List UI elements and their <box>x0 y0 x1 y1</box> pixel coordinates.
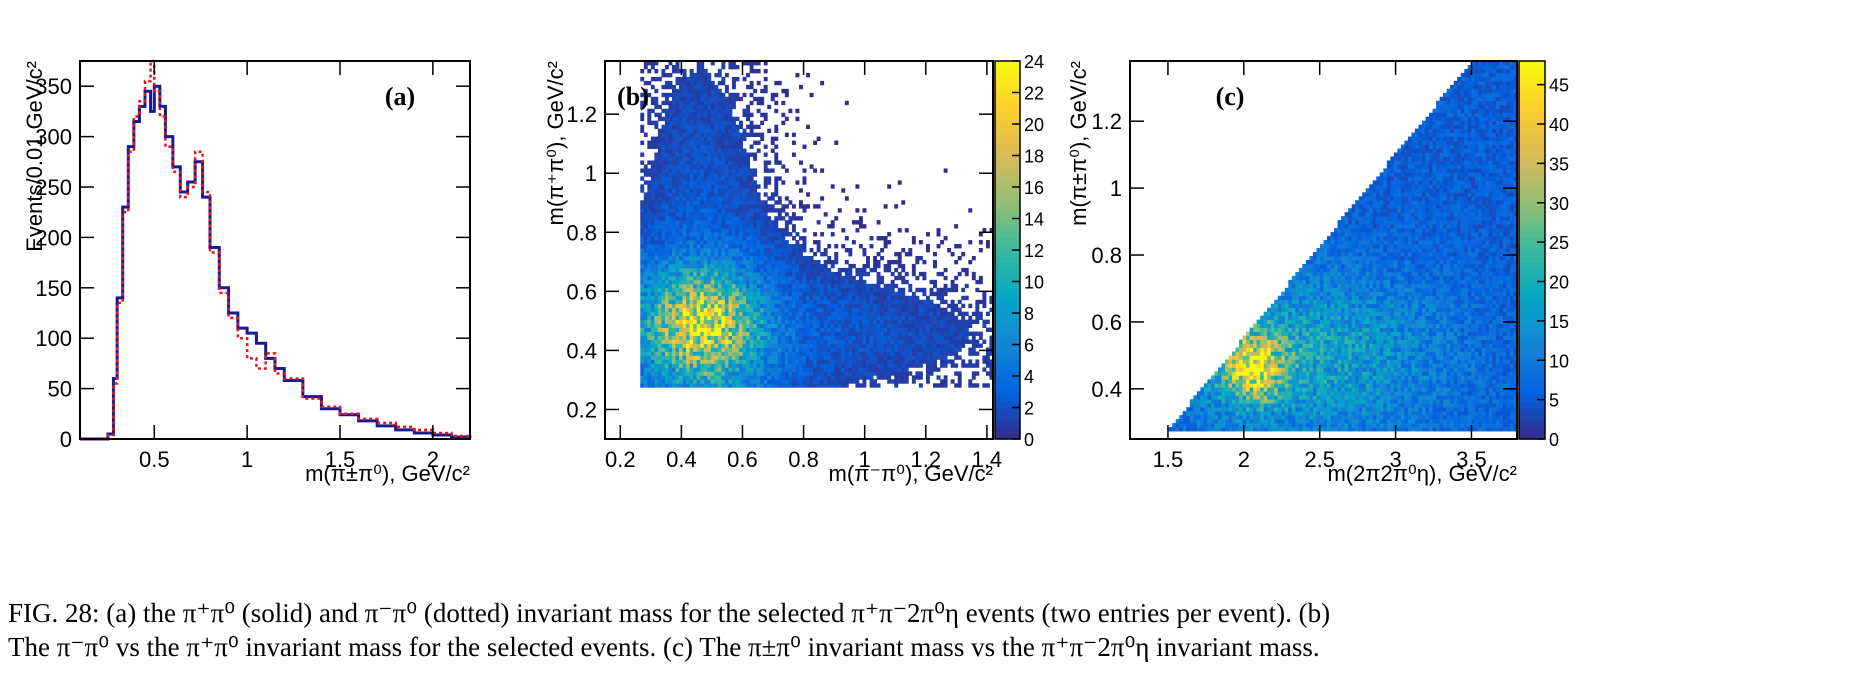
colorbar-tick-label: 15 <box>1549 312 1569 332</box>
colorbar-tick-label: 14 <box>1024 210 1044 230</box>
colorbar-tick-label: 8 <box>1024 304 1034 324</box>
colorbar-tick-label: 16 <box>1024 178 1044 198</box>
heatmap-cells <box>1168 61 1518 432</box>
y-tick-label: 100 <box>35 326 72 351</box>
x-axis-label: m(π±π⁰), GeV/c² <box>305 461 470 486</box>
y-axis-label: Events/0.01 GeV/c² <box>22 61 47 252</box>
x-tick-label: 1.5 <box>1153 447 1184 472</box>
y-tick-label: 0.4 <box>1091 377 1122 402</box>
y-tick-label: 0.8 <box>1091 243 1122 268</box>
solid-series-line <box>80 84 472 441</box>
plot-frame <box>79 60 471 440</box>
colorbar <box>995 61 1020 440</box>
plot-frame <box>604 60 994 440</box>
y-tick-label: 0.8 <box>566 220 597 245</box>
colorbar-tick-label: 12 <box>1024 241 1044 261</box>
panel-c: 1.5 2 2.5 3 3.5 0.4 0.6 0.8 1 1.2 0 5 10 15 20 25 30 35 40… <box>1066 60 1569 486</box>
x-axis-label: m(π⁻π⁰), GeV/c² <box>829 461 993 486</box>
y-tick-label: 300 <box>35 125 72 150</box>
x-tick-label: 0.5 <box>139 447 170 472</box>
colorbar-tick-label: 5 <box>1549 391 1559 411</box>
colorbar-frame <box>1518 60 1546 440</box>
x-tick-label: 0.8 <box>788 447 819 472</box>
x-tick-label: 1.5 <box>325 447 356 472</box>
figure-caption: FIG. 28: (a) the π⁺π⁰ (solid) and π⁻π⁰ (… <box>8 596 1858 664</box>
colorbar-tick-label: 10 <box>1024 273 1044 293</box>
caption-line-2: The π⁻π⁰ vs the π⁺π⁰ invariant mass for … <box>8 632 1320 662</box>
x-tick-label: 1.2 <box>910 447 941 472</box>
colorbar-tick-label: 18 <box>1024 147 1044 167</box>
colorbar-tick-label: 22 <box>1024 84 1044 104</box>
y-tick-label: 1 <box>1110 176 1122 201</box>
y-tick-label: 0.4 <box>566 338 597 363</box>
x-tick-label: 1 <box>241 447 253 472</box>
colorbar-tick-label: 10 <box>1549 351 1569 371</box>
x-tick-label: 0.2 <box>605 447 636 472</box>
x-tick-label: 3.5 <box>1456 447 1487 472</box>
x-tick-label: 0.6 <box>727 447 758 472</box>
y-tick-label: 200 <box>35 225 72 250</box>
heatmap-cells <box>640 61 994 388</box>
plot-frame <box>1129 60 1518 440</box>
colorbar <box>1519 61 1545 440</box>
colorbar-tick-label: 40 <box>1549 115 1569 135</box>
y-tick-label: 0.2 <box>566 397 597 422</box>
x-tick-label: 2 <box>1238 447 1250 472</box>
panel-b: 0.2 0.4 0.6 0.8 1 1.2 1.40.20.40.60.811.202468… <box>543 52 1044 486</box>
colorbar-tick-label: 30 <box>1549 194 1569 214</box>
dotted-series-line <box>80 59 472 441</box>
x-tick-label: 1 <box>859 447 871 472</box>
x-axis-label: m(2π2π⁰η), GeV/c² <box>1327 461 1517 486</box>
y-tick-label: 1.2 <box>1091 109 1122 134</box>
x-tick-label: 2.5 <box>1304 447 1335 472</box>
y-tick-label: 150 <box>35 276 72 301</box>
y-tick-label: 1 <box>585 161 597 186</box>
y-tick-label: 350 <box>35 74 72 99</box>
x-tick-label: 3 <box>1389 447 1401 472</box>
y-tick-label: 250 <box>35 175 72 200</box>
colorbar-tick-label: 6 <box>1024 336 1034 356</box>
y-tick-label: 0.6 <box>566 279 597 304</box>
colorbar-tick-label: 4 <box>1024 367 1034 387</box>
colorbar-tick-label: 20 <box>1549 273 1569 293</box>
x-tick-label: 0.4 <box>666 447 697 472</box>
y-tick-label: 0 <box>60 427 72 452</box>
colorbar-tick-label: 0 <box>1024 430 1034 450</box>
colorbar-tick-label: 2 <box>1024 399 1034 419</box>
colorbar-tick-label: 20 <box>1024 115 1044 135</box>
colorbar-tick-label: 35 <box>1549 154 1569 174</box>
panel-label: (a) <box>385 82 415 111</box>
colorbar-tick-label: 45 <box>1549 76 1569 96</box>
caption-line-1: FIG. 28: (a) the π⁺π⁰ (solid) and π⁻π⁰ (… <box>8 598 1331 628</box>
y-tick-label: 1.2 <box>566 102 597 127</box>
colorbar-tick-label: 25 <box>1549 233 1569 253</box>
colorbar-tick-label: 0 <box>1549 430 1559 450</box>
x-tick-label: 1.4 <box>972 447 1003 472</box>
y-tick-label: 50 <box>48 377 72 402</box>
y-axis-label: m(π⁺π⁰), GeV/c² <box>543 61 568 225</box>
y-axis-label: m(π±π⁰), GeV/c² <box>1066 61 1091 226</box>
panel-label: (c) <box>1216 82 1245 111</box>
colorbar-tick-label: 24 <box>1024 52 1044 72</box>
x-tick-label: 2 <box>427 447 439 472</box>
panel-label: (b) <box>617 82 649 111</box>
panel-a: 0.5 1 1.5 2 0 50 100 150 200 250 300 350 (a) m(π±π⁰),… <box>22 59 472 486</box>
y-tick-label: 0.6 <box>1091 310 1122 335</box>
